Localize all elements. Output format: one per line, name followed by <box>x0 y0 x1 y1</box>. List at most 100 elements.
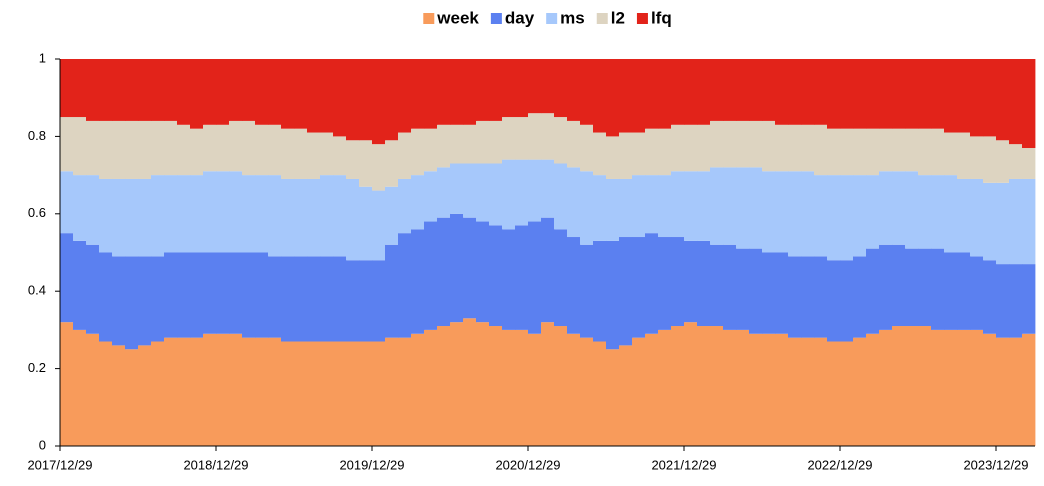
bar-segment <box>801 256 815 338</box>
bar-segment <box>853 256 867 338</box>
bar-segment <box>138 59 152 121</box>
bar-segment <box>138 120 152 179</box>
bar-segment <box>996 182 1010 265</box>
bar-segment <box>996 337 1010 446</box>
bar-segment <box>944 329 958 446</box>
bar-segment <box>866 175 880 249</box>
bar-segment <box>619 132 633 179</box>
bar-segment <box>619 59 633 133</box>
bar-segment <box>580 171 594 245</box>
bar-segment <box>541 159 555 218</box>
bar-segment <box>931 329 945 446</box>
bar-segment <box>827 128 841 176</box>
bar-segment <box>125 256 139 350</box>
bar-segment <box>203 171 217 253</box>
bar-segment <box>541 113 555 160</box>
bar-segment <box>112 59 126 121</box>
bar-segment <box>905 59 919 129</box>
bar-segment <box>424 59 438 129</box>
legend-swatch <box>596 13 608 24</box>
y-tick-label: 1 <box>39 50 46 65</box>
x-tick-label: 2019/12/29 <box>339 457 404 472</box>
bar-segment <box>762 59 776 121</box>
bar-segment <box>970 256 984 330</box>
bar-segment <box>970 136 984 179</box>
bar-segment <box>749 333 763 446</box>
bar-segment <box>905 128 919 172</box>
bar-segment <box>1022 59 1036 149</box>
bar-segment <box>671 59 685 125</box>
bar-segment <box>242 337 256 446</box>
bar-segment <box>697 240 711 327</box>
bar-segment <box>853 59 867 129</box>
bar-segment <box>996 264 1010 338</box>
bar-segment <box>606 136 620 179</box>
bar-segment <box>697 59 711 125</box>
bar-segment <box>294 341 308 446</box>
bar-segment <box>411 229 425 334</box>
bar-segment <box>268 124 282 176</box>
bar-segment <box>788 337 802 446</box>
bar-segment <box>736 167 750 249</box>
bar-segment <box>411 175 425 230</box>
bar-segment <box>281 256 295 342</box>
x-tick-label: 2017/12/29 <box>27 457 92 472</box>
y-tick-label: 0 <box>39 437 46 452</box>
bar-segment <box>320 341 334 446</box>
legend-swatch <box>423 13 435 24</box>
bar-segment <box>359 341 373 446</box>
bar-segment <box>554 326 568 446</box>
bar-segment <box>944 252 958 330</box>
bar-segment <box>580 124 594 172</box>
bar-segment <box>73 175 87 241</box>
bar-segment <box>151 341 165 446</box>
bar-segment <box>86 120 100 176</box>
bar-segment <box>177 59 191 125</box>
bar-segment <box>541 217 555 323</box>
bar-segment <box>320 175 334 257</box>
bar-segment <box>242 59 256 121</box>
bar-segment <box>489 120 503 164</box>
bar-segment <box>73 329 87 446</box>
bar-segment <box>151 256 165 342</box>
bar-segment <box>281 59 295 129</box>
bar-segment <box>177 252 191 338</box>
x-tick-label: 2018/12/29 <box>183 457 248 472</box>
bar-segment <box>164 252 178 338</box>
bar-segment <box>476 322 490 446</box>
bar-segment <box>255 175 269 253</box>
bar-segment <box>840 59 854 129</box>
bar-segment <box>73 240 87 330</box>
bar-segment <box>294 59 308 129</box>
bar-segment <box>931 59 945 129</box>
bar-segment <box>645 233 659 334</box>
bar-segment <box>723 59 737 121</box>
bar-segment <box>853 337 867 446</box>
bar-segment <box>775 252 789 334</box>
bar-segment <box>723 167 737 245</box>
bar-segment <box>567 120 581 168</box>
bar-segment <box>905 171 919 249</box>
bar-segment <box>944 132 958 176</box>
bar-segment <box>567 59 581 121</box>
bar-segment <box>242 120 256 176</box>
bar-segment <box>671 124 685 172</box>
bar-segment <box>580 59 594 125</box>
bar-segment <box>580 244 594 338</box>
bar-segment <box>112 345 126 446</box>
bar-segment <box>203 252 217 334</box>
bar-segment <box>983 333 997 446</box>
bar-segment <box>606 178 620 241</box>
bar-segment <box>697 171 711 241</box>
bar-segment <box>164 59 178 121</box>
bar-segment <box>60 59 74 118</box>
bar-segment <box>164 337 178 446</box>
bar-segment <box>918 175 932 249</box>
bar-segment <box>1022 178 1036 265</box>
bar-segment <box>606 240 620 350</box>
bar-segment <box>99 120 113 179</box>
bar-segment <box>177 124 191 176</box>
bar-segment <box>60 117 74 172</box>
bar-segment <box>112 120 126 179</box>
